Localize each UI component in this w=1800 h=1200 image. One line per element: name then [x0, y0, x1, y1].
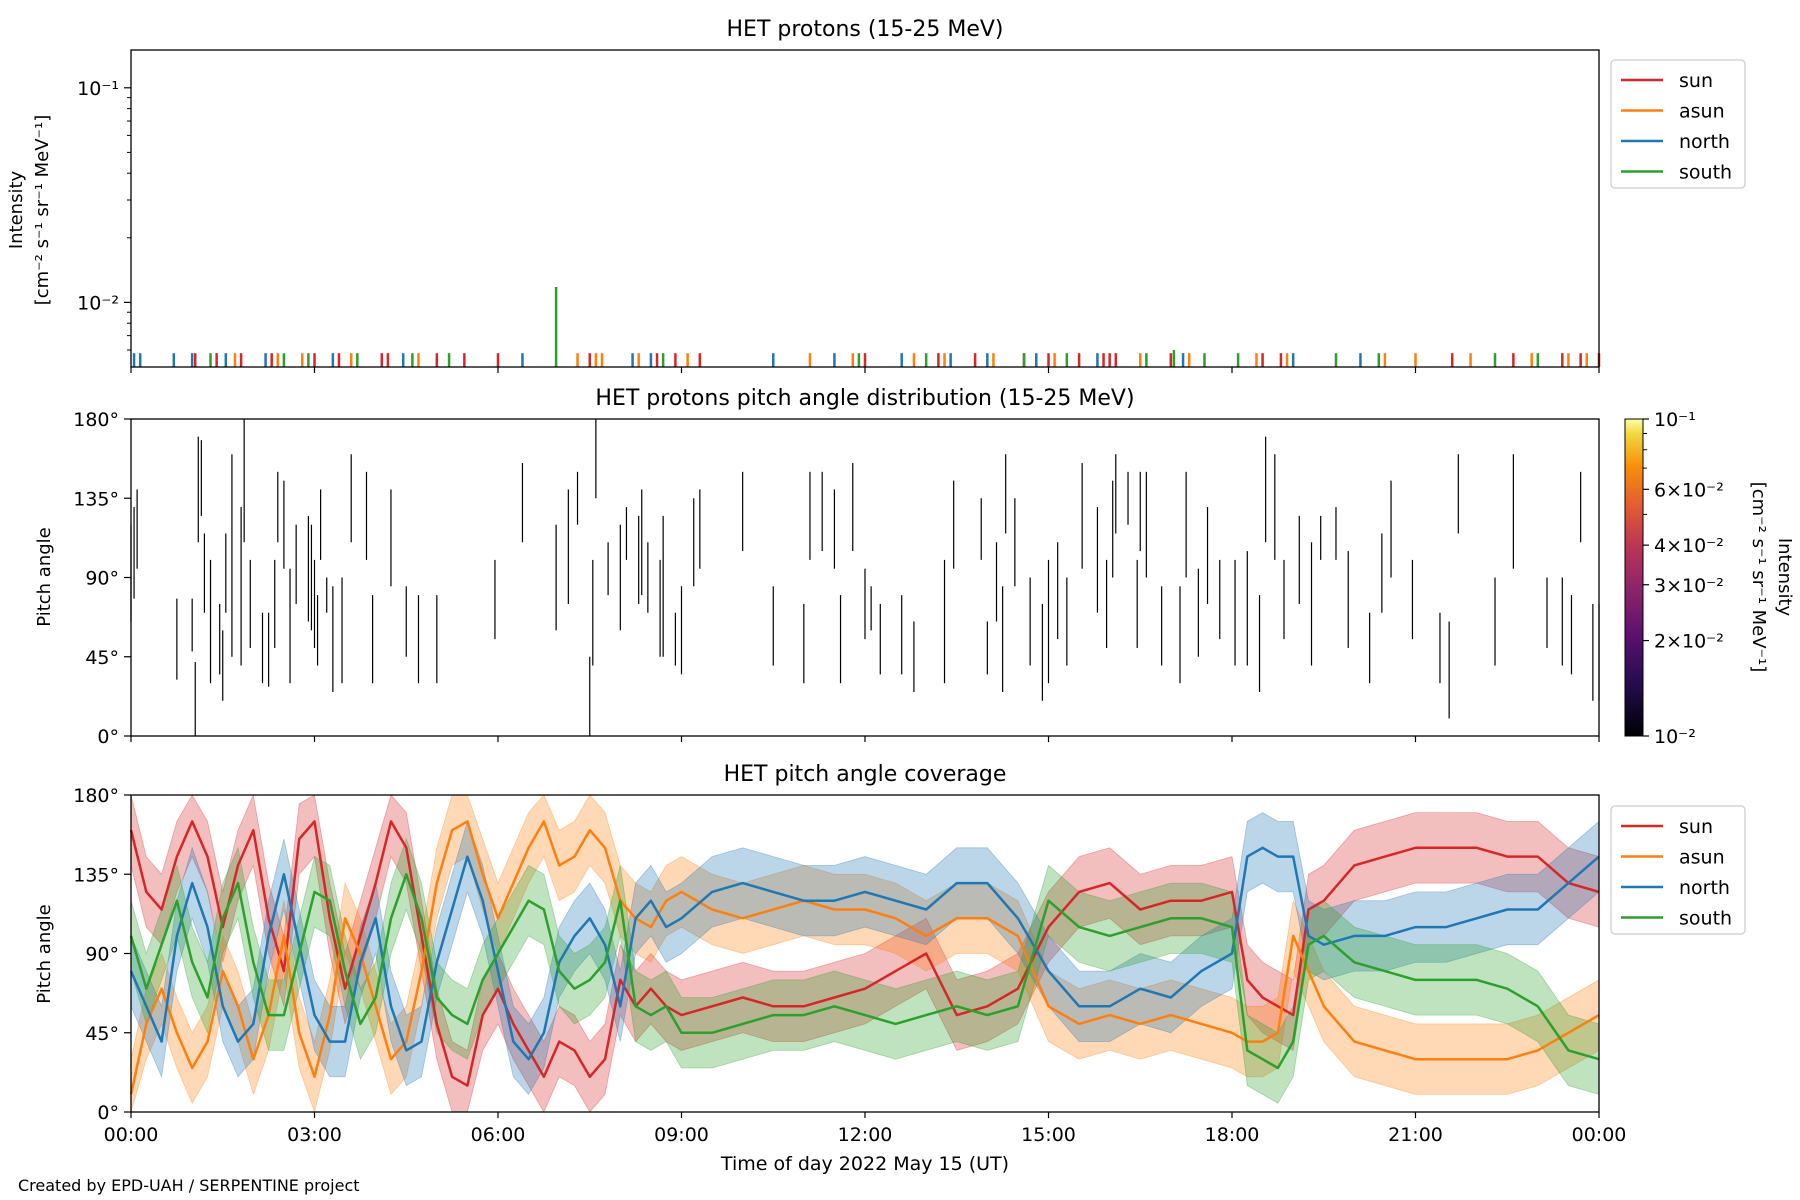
- coverage-y-axis: 0° 45° 90° 135° 180°: [73, 785, 131, 1124]
- sun-legend-label: sun: [1679, 70, 1713, 92]
- x-tick-label: 00:00: [1572, 1124, 1627, 1146]
- colorbar-tick-label: 2×10⁻²: [1654, 631, 1724, 653]
- x-tick-label: 18:00: [1205, 1124, 1260, 1146]
- intensity-y-label-line1: Intensity: [6, 170, 27, 249]
- intensity-legend: sun asun north south: [1610, 59, 1746, 189]
- y-tick-label: 90°: [85, 944, 119, 966]
- y-tick-label: 180°: [73, 409, 119, 431]
- colorbar-tick-label: 3×10⁻²: [1654, 575, 1724, 597]
- south-legend-label: south: [1679, 908, 1732, 930]
- y-tick-label: 45°: [85, 647, 119, 669]
- x-tick-label: 15:00: [1021, 1124, 1076, 1146]
- intensity-panel-title: HET protons (15-25 MeV): [727, 17, 1004, 42]
- colorbar-tick-label: 10⁻¹: [1654, 409, 1696, 431]
- coverage-x-axis: 00:00 03:00 06:00 09:00 12:00 15:00 18:00 21:00…: [104, 1112, 1627, 1146]
- x-tick-label: 12:00: [838, 1124, 893, 1146]
- colorbar-tick-label: 10⁻²: [1654, 726, 1696, 748]
- credit-footer: Created by EPD-UAH / SERPENTINE project: [18, 1176, 360, 1195]
- y-tick-label: 90°: [85, 568, 119, 590]
- pad-colorbar: 10⁻² 2×10⁻² 3×10⁻² 4×10⁻² 6×10⁻² 10⁻¹: [1624, 409, 1724, 748]
- y-tick-label: 0°: [97, 1102, 119, 1124]
- intensity-y-label-line2: [cm⁻² s⁻¹ sr⁻¹ MeV⁻¹]: [32, 115, 53, 306]
- pad-panel: HET protons pitch angle distribution (15…: [34, 386, 1795, 748]
- north-coverage-line: [129, 846, 1600, 1061]
- x-tick-label: 00:00: [104, 1124, 159, 1146]
- colorbar-tick-label: 6×10⁻²: [1654, 479, 1724, 501]
- pad-y-axis: 0° 45° 90° 135° 180°: [73, 409, 1600, 748]
- x-tick-label: 03:00: [287, 1124, 342, 1146]
- y-tick-label: 10⁻²: [77, 292, 119, 314]
- asun-legend-label: asun: [1679, 847, 1725, 869]
- intensity-plot-frame: [130, 49, 1600, 368]
- pad-panel-title: HET protons pitch angle distribution (15…: [595, 386, 1134, 411]
- north-legend-label: north: [1679, 877, 1730, 899]
- coverage-y-label: Pitch angle: [34, 904, 55, 1003]
- y-tick-label: 135°: [73, 864, 119, 886]
- intensity-y-axis: 10⁻² 10⁻¹: [77, 78, 1600, 373]
- south-legend-label: south: [1679, 162, 1732, 184]
- coverage-plot-area: [129, 793, 1600, 1114]
- y-tick-label: 0°: [97, 726, 119, 748]
- x-tick-label: 09:00: [654, 1124, 709, 1146]
- legend-box: [1610, 805, 1746, 935]
- south-coverage-line: [129, 873, 1600, 1070]
- coverage-panel-title: HET pitch angle coverage: [724, 762, 1007, 787]
- y-tick-label: 135°: [73, 488, 119, 510]
- intensity-panel: HET protons (15-25 MeV) 10⁻² 10⁻¹ Intensi…: [6, 17, 1746, 373]
- legend-box: [1610, 59, 1746, 189]
- colorbar-label-line1: Intensity: [1774, 538, 1795, 617]
- sun-coverage-line: [129, 820, 1600, 1087]
- coverage-panel: HET pitch angle coverage 0° 45° 90° 135° 180…: [34, 762, 1746, 1175]
- pad-y-label: Pitch angle: [34, 527, 55, 626]
- x-tick-label: 06:00: [471, 1124, 526, 1146]
- coverage-legend: sun asun north south: [1610, 805, 1746, 935]
- intensity-plot-area: [132, 286, 1601, 367]
- y-tick-label: 45°: [85, 1023, 119, 1045]
- north-legend-label: north: [1679, 131, 1730, 153]
- colorbar-tick-label: 4×10⁻²: [1654, 535, 1724, 557]
- colorbar-label-line2: [cm⁻² s⁻¹ sr⁻¹ MeV⁻¹]: [1748, 482, 1769, 673]
- x-tick-label: 21:00: [1388, 1124, 1443, 1146]
- coverage-x-label: Time of day 2022 May 15 (UT): [720, 1153, 1009, 1175]
- asun-legend-label: asun: [1679, 101, 1725, 123]
- y-tick-label: 10⁻¹: [77, 78, 119, 100]
- sun-legend-label: sun: [1679, 816, 1713, 838]
- y-tick-label: 180°: [73, 785, 119, 807]
- colorbar-bar: [1624, 418, 1644, 737]
- pad-plot-area: [130, 419, 1600, 736]
